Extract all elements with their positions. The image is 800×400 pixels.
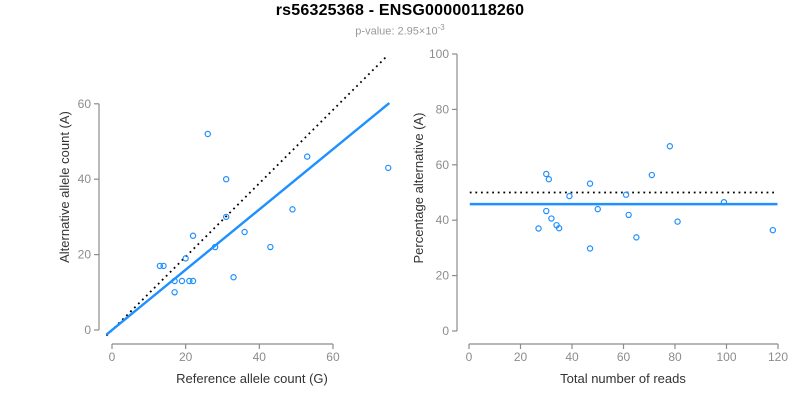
data-point — [543, 207, 550, 215]
data-point — [566, 192, 573, 200]
data-point — [555, 225, 563, 232]
y-tick-label: 100 — [429, 47, 449, 61]
data-point — [182, 255, 189, 262]
percentage-vs-coverage-scatter: 0 20 40 60 80 100 120 0 20 40 60 80 100 Total number … — [411, 47, 788, 386]
data-point — [241, 228, 248, 236]
y-tick-label: 40 — [436, 213, 450, 227]
y-tick-label: 0 — [442, 324, 449, 338]
data-point — [178, 277, 186, 285]
fit-line — [105, 102, 391, 336]
data-point — [586, 180, 594, 187]
data-point — [543, 170, 550, 178]
x-tick-label: 0 — [109, 350, 116, 364]
y-tick-label: 60 — [78, 97, 92, 111]
data-point — [622, 191, 630, 198]
data-point — [289, 206, 296, 213]
data-point — [586, 245, 594, 252]
data-point — [211, 243, 219, 251]
data-point — [666, 143, 674, 150]
data-point — [625, 211, 632, 219]
data-point — [545, 176, 553, 183]
figure-subtitle: p-value: 2.95×10-3 — [0, 23, 800, 38]
x-tick-label: 60 — [617, 350, 631, 364]
y-tick-label: 60 — [436, 158, 450, 172]
figure-title: rs56325368 - ENSG00000118260 — [275, 2, 525, 19]
x-tick-label: 0 — [466, 350, 473, 364]
y-tick-label: 0 — [84, 323, 91, 337]
x-tick-label: 120 — [768, 350, 788, 364]
data-point — [156, 262, 164, 270]
identity-line — [105, 56, 387, 337]
data-point — [594, 205, 601, 213]
x-tick-label: 60 — [326, 350, 340, 364]
x-tick-label: 40 — [565, 350, 579, 364]
x-tick-label: 80 — [668, 350, 682, 364]
pvalue-text: p-value: 2.95×10 — [355, 25, 438, 38]
data-point — [720, 198, 728, 206]
data-point — [171, 289, 178, 296]
y-tick-label: 80 — [436, 102, 450, 116]
y-axis-title: Percentage alternative (A) — [411, 112, 426, 263]
data-point — [648, 171, 656, 179]
allele-counts-scatter: 0 20 40 60 0 20 40 60 Reference allele count (G)… — [57, 56, 392, 386]
y-axis-title: Alternative allele count (A) — [57, 111, 72, 263]
data-point — [189, 277, 197, 285]
data-point — [303, 153, 311, 160]
y-tick-label: 40 — [78, 172, 92, 186]
data-point — [222, 213, 230, 221]
x-tick-label: 20 — [179, 350, 193, 364]
x-tick-label: 20 — [514, 350, 528, 364]
data-point — [769, 226, 777, 234]
x-axis-title: Total number of reads — [560, 371, 686, 386]
data-point — [204, 130, 211, 138]
data-point — [267, 243, 274, 251]
x-tick-label: 100 — [716, 350, 736, 364]
data-point — [160, 262, 167, 270]
y-tick-label: 20 — [436, 269, 450, 283]
data-point — [385, 164, 392, 172]
pvalue-exponent: -3 — [437, 23, 445, 32]
data-point — [186, 277, 193, 285]
data-point — [222, 175, 230, 183]
x-axis-title: Reference allele count (G) — [176, 371, 328, 386]
x-tick-label: 40 — [253, 350, 267, 364]
data-point — [633, 234, 640, 241]
data-point — [548, 215, 555, 222]
y-tick-label: 20 — [78, 248, 92, 262]
data-point — [535, 225, 542, 232]
data-point — [230, 274, 237, 281]
data-point — [171, 277, 178, 285]
data-point — [674, 218, 681, 225]
data-point — [189, 232, 197, 239]
